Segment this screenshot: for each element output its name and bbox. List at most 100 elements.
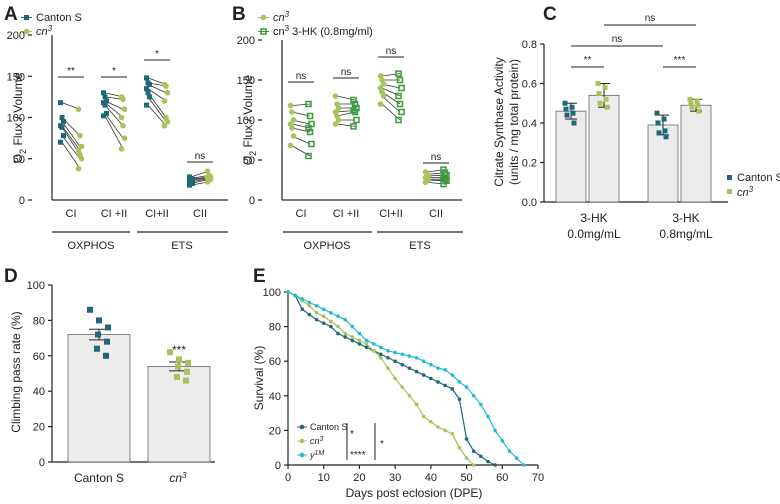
legend-label-cn3hk-rest: 3-HK (0.8mg/ml) <box>289 26 373 38</box>
panel-b-group-oxphos: OXPHOS <box>303 240 350 252</box>
survival-point-canton <box>414 369 419 374</box>
panel-e-x-ticks: 0 10 20 30 40 50 60 70 <box>285 465 544 484</box>
sig-label: ns <box>431 152 442 163</box>
survival-point-canton <box>343 335 347 339</box>
point-cn3 <box>377 101 384 107</box>
legend-label-cn3hk-sup: 3 <box>285 24 290 33</box>
panel-c-xcat-1-line2: 0.8mg/mL <box>659 227 713 241</box>
panel-e: E 0 20 40 60 80 100 0 10 20 30 40 50 60 70 Survival … <box>252 266 544 500</box>
panel-b-marks <box>287 70 450 188</box>
survival-point-cn3 <box>429 419 433 424</box>
pair-line <box>336 95 356 101</box>
point-canton <box>570 110 576 116</box>
survival-point-canton <box>457 397 462 402</box>
panel-a-group-ets: ETS <box>171 240 192 252</box>
survival-point-canton <box>336 331 340 336</box>
survival-point-y1m <box>400 352 405 357</box>
survival-point-cn3 <box>471 463 476 467</box>
legend-label-cn3hk-main: cn <box>273 26 285 38</box>
legend-label-y-e-sup: 1M <box>315 450 325 457</box>
survival-point-y1m <box>414 355 419 360</box>
panel-c-bars <box>555 81 712 203</box>
panel-c-xcat-1-line1: 3-HK <box>672 211 699 225</box>
legend-marker-cn3-e <box>299 438 305 444</box>
y-tick-label: 150 <box>7 71 25 83</box>
pair-line <box>104 115 124 150</box>
survival-point-cn3 <box>357 338 362 343</box>
sig-label: ns <box>341 67 352 78</box>
survival-point-cn3 <box>321 314 326 319</box>
y-tick-label: 60 <box>269 356 281 368</box>
y-tick-label: 0 <box>19 195 25 207</box>
pair-line <box>381 73 401 77</box>
survival-point-canton <box>493 463 497 467</box>
survival-point-cn3 <box>400 385 405 389</box>
point-cn3 <box>161 122 168 129</box>
panel-a-letter: A <box>4 4 18 25</box>
point-canton <box>96 317 102 324</box>
survival-point-y1m <box>379 345 383 350</box>
sig-label: ns <box>296 71 307 82</box>
pair-line <box>61 142 81 169</box>
y-tick-label: 80 <box>33 315 45 327</box>
panel-a-y-label: O2 Flux / Volume <box>11 72 28 163</box>
pair-line <box>381 95 401 113</box>
point-cn3 <box>290 133 297 139</box>
x-tick-label: CI+II <box>379 208 403 220</box>
panel-d-xcat-cn3-sup: 3 <box>182 471 187 480</box>
panel-e-x-label: Days post eclosion (DPE) <box>346 486 483 500</box>
point-cn3 <box>335 117 342 123</box>
point-canton-s <box>147 94 152 100</box>
survival-point-y1m <box>464 385 469 389</box>
survival-point-y1m <box>421 359 426 364</box>
point-canton <box>104 338 110 345</box>
bar-canton <box>647 124 679 203</box>
survival-point-canton <box>464 437 469 441</box>
point-canton <box>95 331 101 338</box>
pair-line <box>291 123 311 129</box>
survival-point-y1m <box>386 349 390 353</box>
panel-a-x-ticks: CI CI +II CI+II CII <box>66 208 208 220</box>
sig-label: *** <box>674 55 686 66</box>
x-tick-label: 30 <box>389 472 401 484</box>
legend-marker-cn3-c <box>727 189 732 194</box>
point-canton <box>94 345 100 352</box>
y-tick-label: 60 <box>33 351 45 363</box>
legend-sig-1: * <box>350 429 354 440</box>
survival-point-y1m <box>300 297 305 301</box>
x-tick-label: 50 <box>460 472 472 484</box>
point-cn3 <box>335 105 342 111</box>
panel-b-significance: ns ns ns ns <box>288 46 449 164</box>
point-cn3 <box>118 146 125 152</box>
survival-point-cn3 <box>443 428 447 433</box>
sig-label: ** <box>584 55 592 66</box>
point-canton-s <box>144 102 149 108</box>
point-cn3 <box>694 98 700 104</box>
pair-line <box>104 102 124 118</box>
y-tick-label: 20 <box>269 425 281 437</box>
pair-line <box>336 123 356 127</box>
point-cn3-3hk <box>350 96 357 104</box>
point-canton-s <box>190 181 195 186</box>
point-cn3 <box>287 142 294 149</box>
panel-b-y-label-sub: 2 <box>248 151 258 156</box>
point-canton-s <box>147 82 152 87</box>
point-canton-s <box>58 100 63 106</box>
survival-point-canton <box>307 312 312 317</box>
point-cn3-3hk <box>395 92 402 100</box>
pair-line <box>104 104 124 127</box>
survival-point-y1m <box>336 314 340 319</box>
point-canton <box>562 100 568 106</box>
legend-label-cn3-sup: 3 <box>48 24 53 33</box>
point-canton-s <box>145 90 151 96</box>
survival-point-canton <box>429 376 433 381</box>
point-canton <box>105 324 111 331</box>
survival-point-y1m <box>486 414 490 419</box>
panel-d-xcat-cn3: cn3 <box>169 471 187 485</box>
point-cn3-3hk <box>440 180 447 188</box>
survival-point-cn3 <box>350 335 355 339</box>
point-cn3 <box>161 98 168 104</box>
point-cn3 <box>185 359 191 366</box>
survival-point-cn3 <box>329 319 333 324</box>
point-canton-s <box>59 115 65 120</box>
